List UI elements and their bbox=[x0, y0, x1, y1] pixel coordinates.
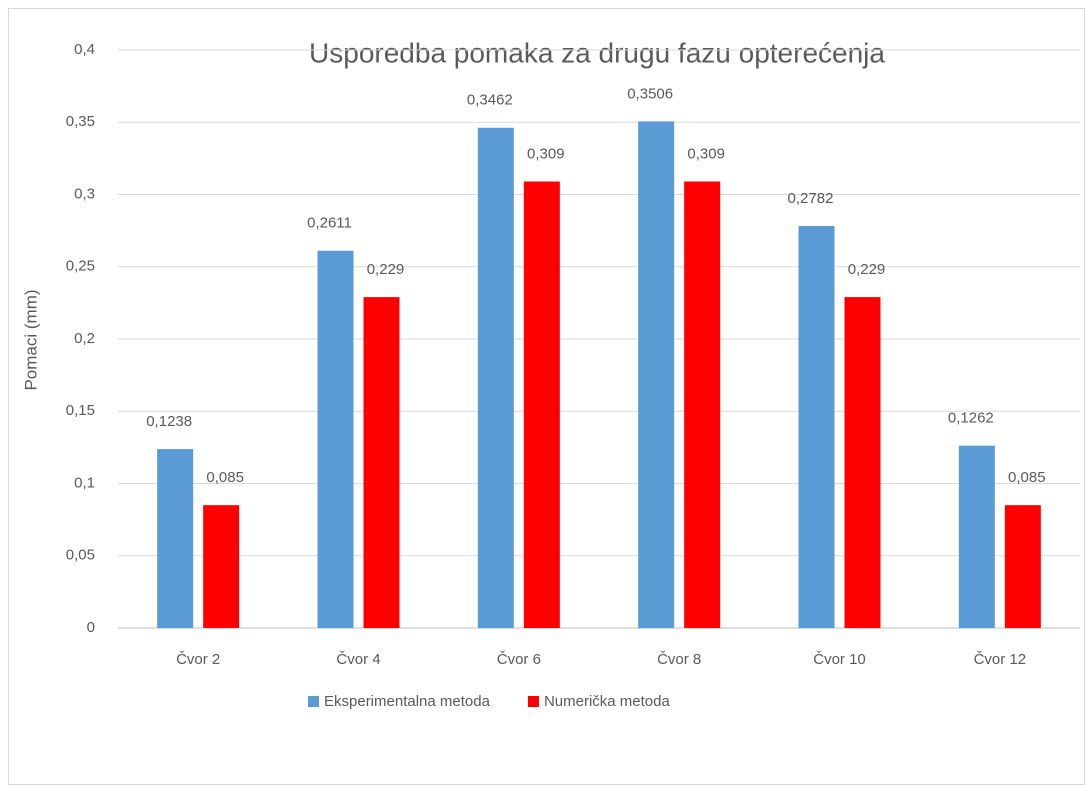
y-tick-label: 0,4 bbox=[74, 41, 95, 58]
data-label: 0,229 bbox=[367, 261, 405, 278]
legend-label: Eksperimentalna metoda bbox=[324, 693, 491, 710]
bar bbox=[798, 226, 835, 628]
data-label: 0,085 bbox=[1008, 469, 1046, 486]
bar bbox=[363, 297, 400, 628]
y-tick-label: 0,3 bbox=[74, 185, 95, 202]
legend-swatch bbox=[308, 696, 319, 707]
x-tick-label: Čvor 4 bbox=[336, 651, 380, 668]
y-tick-label: 0,25 bbox=[66, 258, 95, 275]
y-tick-label: 0,2 bbox=[74, 330, 95, 347]
data-label: 0,2782 bbox=[788, 190, 834, 207]
legend-label: Numerička metoda bbox=[544, 693, 671, 710]
data-label: 0,2611 bbox=[307, 215, 352, 232]
bar bbox=[317, 250, 354, 628]
y-tick-label: 0 bbox=[87, 619, 95, 636]
y-axis-label: Pomaci (mm) bbox=[21, 289, 40, 390]
bar bbox=[203, 505, 240, 628]
bar bbox=[477, 127, 514, 628]
x-tick-label: Čvor 10 bbox=[813, 651, 866, 668]
data-label: 0,3506 bbox=[627, 85, 673, 102]
legend-swatch bbox=[527, 696, 539, 707]
y-tick-label: 0,1 bbox=[74, 474, 95, 491]
x-tick-label: Čvor 8 bbox=[657, 651, 701, 668]
x-tick-label: Čvor 6 bbox=[497, 651, 541, 668]
bar bbox=[638, 121, 675, 629]
y-tick-label: 0,35 bbox=[66, 113, 95, 130]
bar bbox=[958, 445, 995, 628]
bar bbox=[157, 449, 194, 628]
chart-title: Usporedba pomaka za drugu fazu opterećen… bbox=[309, 37, 885, 68]
data-label: 0,1262 bbox=[948, 410, 994, 427]
data-label: 0,309 bbox=[527, 145, 565, 162]
bar bbox=[844, 297, 881, 628]
x-tick-label: Čvor 12 bbox=[974, 651, 1027, 668]
data-label: 0,085 bbox=[206, 469, 244, 486]
bar bbox=[523, 181, 560, 628]
bar bbox=[684, 181, 721, 628]
bar bbox=[1004, 505, 1041, 628]
y-tick-label: 0,15 bbox=[66, 402, 95, 419]
data-label: 0,1238 bbox=[146, 413, 192, 430]
y-tick-label: 0,05 bbox=[66, 547, 95, 564]
data-label: 0,3462 bbox=[467, 92, 513, 109]
data-label: 0,229 bbox=[848, 261, 886, 278]
x-tick-label: Čvor 2 bbox=[176, 651, 220, 668]
data-label: 0,309 bbox=[687, 145, 725, 162]
